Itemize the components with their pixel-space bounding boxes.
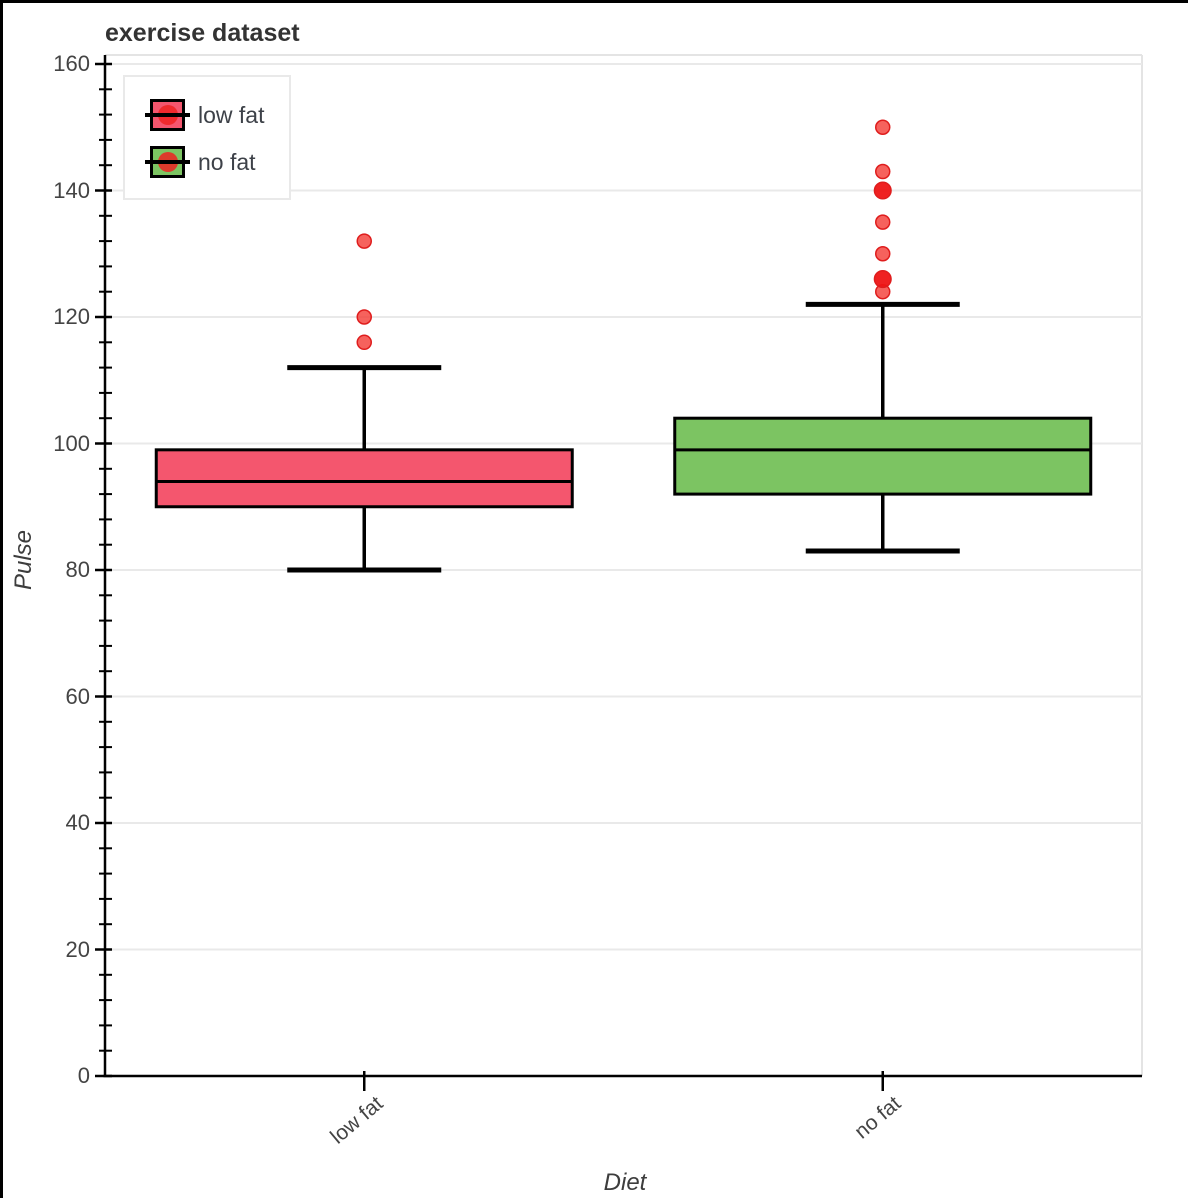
window-border-top xyxy=(0,0,1188,3)
outlier-point xyxy=(875,163,891,180)
outlier-point xyxy=(356,233,372,249)
outlier-point xyxy=(356,309,372,325)
outlier-point xyxy=(875,214,891,230)
boxplot-no-fat xyxy=(673,119,1093,554)
legend-label-1: no fat xyxy=(198,148,256,175)
outlier-point xyxy=(873,181,892,200)
y-tick-label-20: 20 xyxy=(65,936,90,962)
y-tick-label-40: 40 xyxy=(65,810,90,835)
legend-swatch-0 xyxy=(145,99,190,131)
y-tick-label-60: 60 xyxy=(65,683,90,709)
chart-title: exercise dataset xyxy=(105,19,300,47)
legend-median-line-icon xyxy=(145,113,190,117)
legend-swatch-1 xyxy=(145,146,190,178)
x-axis-title: Diet xyxy=(603,1169,647,1196)
y-tick-label-100: 100 xyxy=(53,430,90,456)
boxplot-low-fat xyxy=(154,233,574,573)
legend-label-0: low fat xyxy=(198,101,265,128)
y-tick-label-160: 160 xyxy=(53,51,90,76)
outlier-point xyxy=(875,246,891,262)
y-tick-label-140: 140 xyxy=(53,177,90,203)
legend-median-line-icon xyxy=(145,160,190,164)
outlier-point xyxy=(875,119,891,135)
outlier-point xyxy=(873,270,892,289)
legend: low fat no fat xyxy=(123,75,292,200)
iqr-box xyxy=(154,448,574,509)
window-border-left xyxy=(0,0,3,1198)
y-tick-label-80: 80 xyxy=(65,557,90,582)
y-tick-label-0: 0 xyxy=(77,1063,90,1088)
legend-item-1[interactable]: no fat xyxy=(145,146,264,178)
outlier-point xyxy=(356,334,372,351)
y-tick-label-120: 120 xyxy=(53,304,90,329)
legend-item-0[interactable]: low fat xyxy=(145,99,265,131)
iqr-box xyxy=(673,416,1093,496)
